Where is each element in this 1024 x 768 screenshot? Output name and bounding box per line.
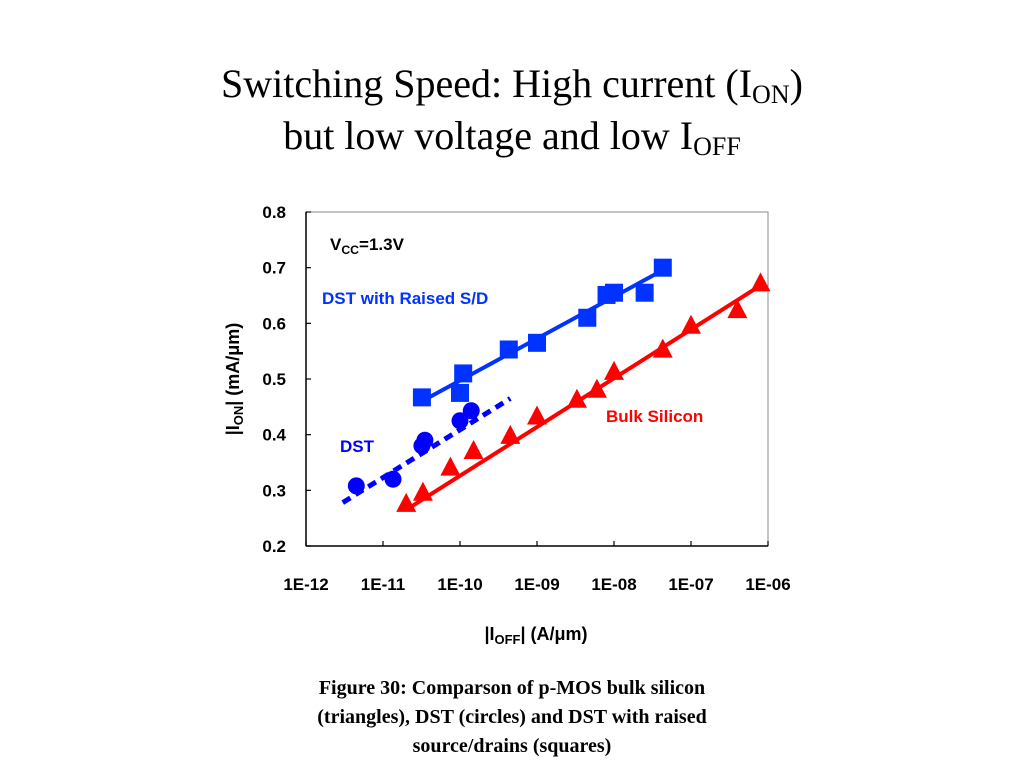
- triangle-marker: [586, 378, 607, 398]
- triangle-marker: [527, 405, 547, 425]
- triangle-marker: [652, 338, 673, 358]
- title-line1-end: ): [789, 61, 803, 106]
- triangle-marker: [396, 492, 417, 512]
- square-marker: [653, 258, 672, 277]
- square-marker: [412, 388, 431, 407]
- title-line-2: but low voltage and low IOFF: [0, 110, 1024, 162]
- y-axis-label: |ION| (mA/μm): [223, 323, 246, 436]
- triangle-marker: [727, 299, 748, 319]
- slide-title: Switching Speed: High current (ION) but …: [0, 58, 1024, 162]
- caption-line-1: Figure 30: Comparson of p-MOS bulk silic…: [318, 677, 706, 699]
- y-tick-label: 0.4: [262, 426, 286, 445]
- square-marker: [454, 364, 473, 383]
- square-marker: [528, 333, 546, 352]
- square-marker: [605, 283, 623, 302]
- triangle-marker: [604, 360, 624, 380]
- x-tick-label: 1E-10: [437, 575, 482, 594]
- vcc-annotation: VCC=1.3V: [330, 235, 405, 257]
- figure-caption: Figure 30: Comparson of p-MOS bulk silic…: [212, 674, 812, 761]
- caption-line-2: (triangles), DST (circles) and DST with …: [317, 706, 707, 728]
- y-tick-label: 0.2: [262, 537, 286, 556]
- triangle-marker: [440, 456, 461, 476]
- x-tick-label: 1E-06: [745, 575, 790, 594]
- circle-marker: [416, 431, 434, 449]
- triangle-marker: [500, 424, 521, 444]
- square-marker: [578, 308, 597, 327]
- y-tick-label: 0.3: [262, 481, 286, 500]
- triangle-marker: [463, 439, 484, 459]
- x-axis-label: |IOFF| (A/μm): [485, 624, 588, 647]
- title-line-1: Switching Speed: High current (ION): [0, 58, 1024, 110]
- square-marker: [499, 340, 518, 359]
- title-line1-subscript: ON: [752, 80, 790, 109]
- x-tick-label: 1E-09: [514, 575, 559, 594]
- square-marker: [635, 283, 654, 302]
- plot-frame: [305, 211, 769, 547]
- series-label: DST: [340, 437, 375, 456]
- y-tick-label: 0.5: [262, 370, 286, 389]
- title-line1-text: Switching Speed: High current (I: [221, 61, 753, 106]
- circle-marker: [462, 402, 480, 420]
- series-label: Bulk Silicon: [606, 407, 703, 426]
- x-tick-label: 1E-08: [591, 575, 636, 594]
- triangle-marker: [412, 481, 433, 501]
- caption-line-3: source/drains (squares): [412, 735, 612, 757]
- title-line2-text: but low voltage and low I: [283, 113, 694, 158]
- y-tick-label: 0.6: [262, 314, 286, 333]
- title-line2-subscript: OFF: [693, 132, 741, 161]
- y-tick-label: 0.7: [262, 259, 286, 278]
- y-tick-label: 0.8: [262, 203, 286, 222]
- x-tick-label: 1E-11: [361, 575, 405, 594]
- triangle-marker: [566, 388, 587, 408]
- triangle-marker: [681, 314, 701, 334]
- triangle-marker: [750, 272, 771, 292]
- x-tick-label: 1E-12: [283, 575, 328, 594]
- circle-marker: [451, 412, 469, 430]
- circle-marker: [384, 470, 402, 488]
- square-marker: [451, 383, 469, 402]
- circle-marker: [347, 477, 365, 495]
- series-label: DST with Raised S/D: [322, 289, 488, 308]
- x-tick-label: 1E-07: [668, 575, 713, 594]
- fit-line-bulk-silicon: [405, 283, 762, 512]
